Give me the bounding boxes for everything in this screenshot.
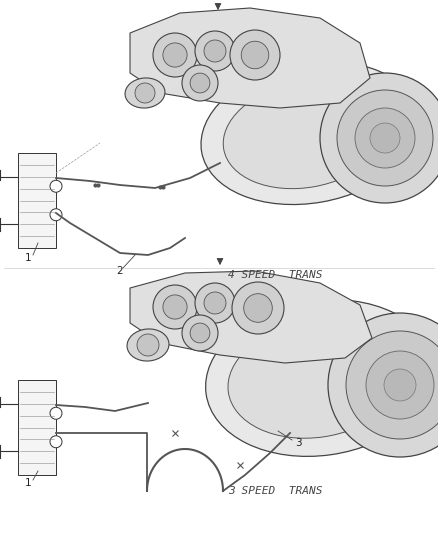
Circle shape [50,407,62,419]
Circle shape [195,31,235,71]
Circle shape [137,334,159,356]
Circle shape [163,295,187,319]
Circle shape [230,30,280,80]
Circle shape [204,292,226,314]
Circle shape [346,331,438,439]
Circle shape [135,83,155,103]
Text: 1: 1 [25,478,31,488]
Circle shape [50,209,62,221]
Circle shape [190,73,210,93]
Ellipse shape [223,82,387,189]
Text: 1: 1 [25,253,31,263]
Text: 4 SPEED  TRANS: 4 SPEED TRANS [228,270,322,280]
Ellipse shape [228,322,402,438]
Circle shape [204,40,226,62]
Circle shape [182,65,218,101]
Bar [18,380,56,475]
Circle shape [244,294,272,322]
Ellipse shape [125,78,165,108]
Ellipse shape [205,300,434,456]
Circle shape [241,41,269,69]
Polygon shape [130,8,370,108]
Ellipse shape [127,329,169,361]
Circle shape [195,283,235,323]
Circle shape [153,33,197,77]
Bar [18,153,56,248]
Circle shape [320,73,438,203]
Circle shape [328,313,438,457]
Ellipse shape [201,61,419,205]
Circle shape [232,282,284,334]
Circle shape [50,436,62,448]
Text: 2: 2 [117,266,124,276]
Circle shape [355,108,415,168]
Circle shape [337,90,433,186]
Circle shape [370,123,400,153]
Text: 3 SPEED  TRANS: 3 SPEED TRANS [228,486,322,496]
Circle shape [190,323,210,343]
Circle shape [384,369,416,401]
Polygon shape [130,271,372,363]
Circle shape [182,315,218,351]
Circle shape [366,351,434,419]
Circle shape [50,180,62,192]
Circle shape [163,43,187,67]
Circle shape [153,285,197,329]
Text: 3: 3 [295,438,301,448]
